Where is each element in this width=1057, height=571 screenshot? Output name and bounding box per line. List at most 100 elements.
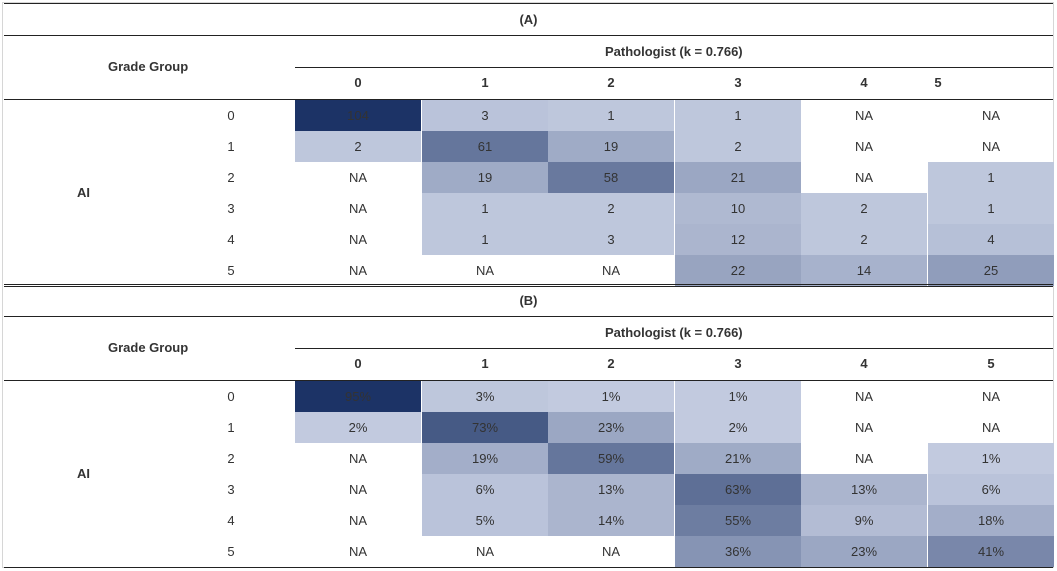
rule-line	[295, 67, 1053, 68]
matrix-cell: 2%	[675, 412, 801, 443]
table-title: (A)	[519, 12, 538, 27]
matrix-cell: 22	[675, 255, 801, 286]
rule-line	[4, 316, 1053, 317]
row-header-5: 5	[227, 544, 235, 559]
matrix-cell: NA	[854, 420, 874, 435]
matrix-cell: 41%	[928, 536, 1054, 567]
matrix-cell: 25	[928, 255, 1054, 286]
matrix-cell: NA	[348, 170, 368, 185]
matrix-cell: NA	[601, 544, 621, 559]
column-header-3: 3	[734, 75, 742, 90]
matrix-cell: 1	[675, 100, 801, 131]
column-header-5: 5	[987, 356, 995, 371]
matrix-cell: 59%	[548, 443, 674, 474]
matrix-cell: 5%	[422, 505, 548, 536]
matrix-cell: 19	[548, 131, 674, 162]
matrix-cell: 2	[295, 131, 421, 162]
matrix-cell: 63%	[675, 474, 801, 505]
column-axis-label: Pathologist (k = 0.766)	[605, 44, 743, 59]
matrix-cell: NA	[981, 389, 1001, 404]
matrix-cell: 13%	[548, 474, 674, 505]
matrix-cell: 58	[548, 162, 674, 193]
matrix-cell: 14%	[548, 505, 674, 536]
row-axis-label: AI	[77, 185, 90, 200]
matrix-cell: 9%	[801, 505, 927, 536]
matrix-cell: NA	[981, 420, 1001, 435]
matrix-cell: 19%	[422, 443, 548, 474]
matrix-cell: 6%	[928, 474, 1054, 505]
matrix-cell: NA	[854, 139, 874, 154]
matrix-cell: 1	[548, 100, 674, 131]
matrix-cell: 4	[928, 224, 1054, 255]
matrix-cell: 36%	[675, 536, 801, 567]
matrix-cell: 21%	[675, 443, 801, 474]
column-header-2: 2	[607, 75, 615, 90]
matrix-cell: NA	[854, 170, 874, 185]
rule-line	[4, 284, 1053, 285]
matrix-cell: 18%	[928, 505, 1054, 536]
rule-line	[4, 567, 1053, 568]
matrix-cell: NA	[601, 263, 621, 278]
row-header-0: 0	[227, 108, 235, 123]
row-header-3: 3	[227, 482, 235, 497]
matrix-cell: 12	[675, 224, 801, 255]
column-header-0: 0	[354, 75, 362, 90]
row-header-4: 4	[227, 232, 235, 247]
matrix-cell: NA	[348, 263, 368, 278]
matrix-cell: NA	[348, 232, 368, 247]
row-header-1: 1	[227, 420, 235, 435]
rule-line	[4, 286, 1053, 287]
matrix-cell: NA	[854, 108, 874, 123]
matrix-cell: NA	[348, 451, 368, 466]
matrix-cell: 95%	[295, 381, 421, 412]
matrix-cell: 23%	[548, 412, 674, 443]
column-header-5: 5	[934, 75, 942, 90]
row-header-2: 2	[227, 170, 235, 185]
matrix-cell: NA	[348, 482, 368, 497]
row-header-2: 2	[227, 451, 235, 466]
row-group-label: Grade Group	[108, 340, 189, 355]
column-header-4: 4	[860, 75, 868, 90]
column-header-1: 1	[481, 356, 489, 371]
matrix-cell: 2	[548, 193, 674, 224]
matrix-cell: 1	[928, 193, 1054, 224]
column-header-3: 3	[734, 356, 742, 371]
row-header-1: 1	[227, 139, 235, 154]
matrix-cell: 1	[928, 162, 1054, 193]
matrix-cell: NA	[475, 263, 495, 278]
matrix-cell: NA	[348, 513, 368, 528]
matrix-cell: 19	[422, 162, 548, 193]
matrix-cell: 1	[422, 224, 548, 255]
matrix-cell: 6%	[422, 474, 548, 505]
column-header-2: 2	[607, 356, 615, 371]
matrix-cell: 1%	[548, 381, 674, 412]
matrix-cell: NA	[854, 389, 874, 404]
matrix-cell: 3	[548, 224, 674, 255]
matrix-cell: NA	[348, 544, 368, 559]
matrix-cell: 21	[675, 162, 801, 193]
rule-line	[4, 3, 1053, 4]
rule-line	[4, 99, 1053, 100]
matrix-cell: 2	[675, 131, 801, 162]
matrix-cell: 23%	[801, 536, 927, 567]
row-header-0: 0	[227, 389, 235, 404]
matrix-cell: NA	[475, 544, 495, 559]
column-header-4: 4	[860, 356, 868, 371]
row-header-3: 3	[227, 201, 235, 216]
matrix-cell: 55%	[675, 505, 801, 536]
matrix-cell: 2	[801, 224, 927, 255]
matrix-cell: 2	[801, 193, 927, 224]
row-header-4: 4	[227, 513, 235, 528]
matrix-cell: 10	[675, 193, 801, 224]
matrix-cell: 2%	[295, 412, 421, 443]
rule-line	[295, 348, 1053, 349]
rule-line	[4, 35, 1053, 36]
matrix-cell: 73%	[422, 412, 548, 443]
matrix-cell: 1	[422, 193, 548, 224]
rule-line	[4, 380, 1053, 381]
matrix-cell: 3	[422, 100, 548, 131]
table-title: (B)	[519, 293, 538, 308]
row-header-5: 5	[227, 263, 235, 278]
matrix-cell: NA	[854, 451, 874, 466]
matrix-cell: 3%	[422, 381, 548, 412]
